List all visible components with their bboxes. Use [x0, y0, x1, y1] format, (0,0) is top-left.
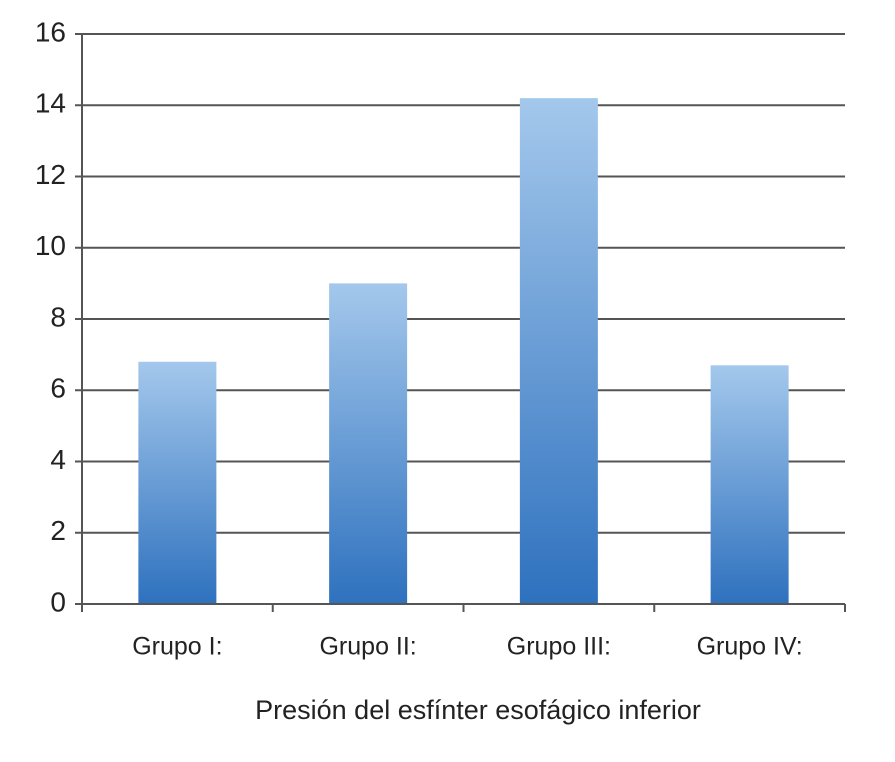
bar — [710, 365, 789, 604]
y-tick-label: 4 — [50, 444, 66, 475]
y-tick-label: 0 — [50, 586, 66, 617]
bar — [519, 98, 598, 604]
y-tick-label: 8 — [50, 301, 66, 332]
y-tick-label: 12 — [35, 159, 66, 190]
x-axis-label: Presión del esfínter esofágico inferior — [255, 695, 701, 725]
x-tick-label: Grupo II: — [319, 633, 416, 661]
y-tick-label: 2 — [50, 515, 66, 546]
x-tick-label: Grupo III: — [507, 633, 611, 661]
y-tick-label: 6 — [50, 373, 66, 404]
y-tick-label: 10 — [35, 230, 66, 261]
x-tick-label: Grupo I: — [132, 633, 222, 661]
bar — [138, 361, 217, 604]
x-tick-label: Grupo IV: — [697, 633, 803, 661]
y-tick-label: 16 — [35, 16, 66, 47]
y-tick-label: 14 — [35, 88, 66, 119]
bar — [329, 283, 408, 604]
